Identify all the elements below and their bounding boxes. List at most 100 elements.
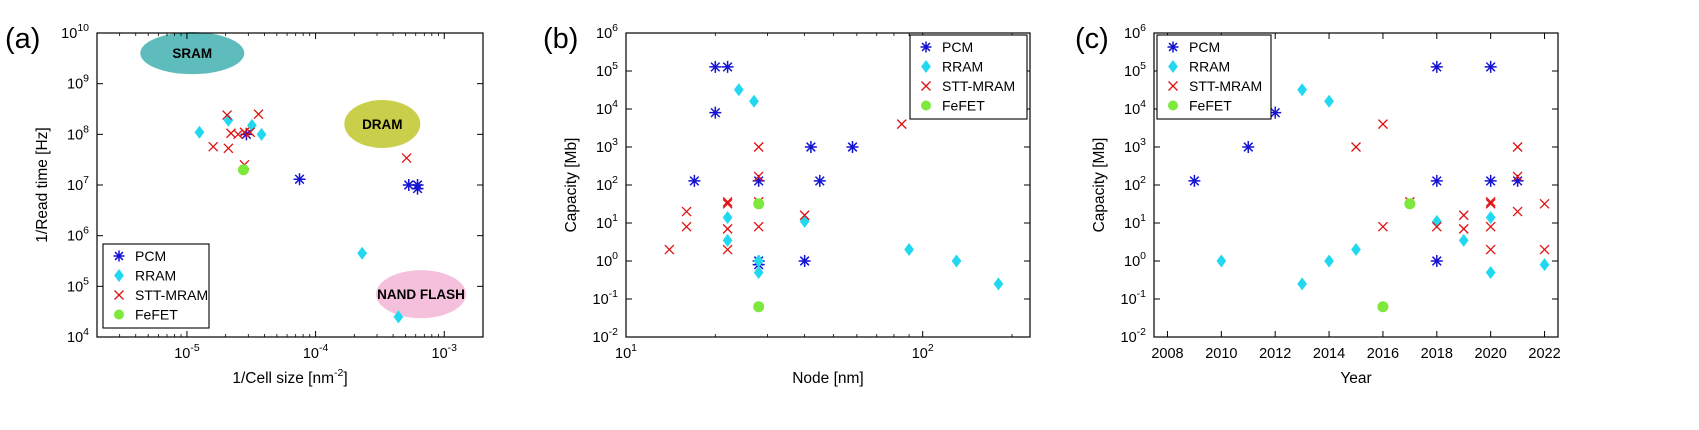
data-point-pcm [1242,141,1255,153]
data-point-stt-mram [1539,244,1550,255]
data-point-rram [1324,254,1334,268]
data-point-rram [393,310,404,324]
x-tick-label: 10-3 [432,342,458,362]
x-tick-label: 2016 [1367,346,1399,362]
y-axis-label: 1/Read time [Hz] [34,127,51,242]
data-point-pcm [1188,174,1201,187]
legend: PCM RRAM STT-MRAM FeFET [102,243,210,329]
data-point-stt-mram [1485,196,1496,207]
data-point-pcm [1484,174,1497,187]
x-tick-label: 10-5 [174,342,200,362]
data-point-rram [357,246,368,260]
data-point-rram [722,233,733,247]
panel-label: (b) [543,23,578,55]
y-tick-label: 105 [1124,60,1146,80]
data-point-rram [993,277,1004,291]
region-label-nand-flash: NAND FLASH [377,287,465,302]
data-point-pcm [1430,255,1443,267]
y-tick-label: 104 [1124,98,1146,118]
legend-label-pcm: PCM [135,248,166,264]
data-point-stt-mram [1377,221,1388,232]
data-point-stt-mram [222,110,233,121]
y-tick-label: 106 [596,22,618,42]
y-tick-label: 101 [596,212,618,232]
legend-marker-fefet [921,100,931,111]
y-tick-label: 100 [596,250,618,270]
data-point-pcm [804,141,817,153]
data-point-fefet [753,198,765,210]
x-axis-label: 1/Cell size [nm-2] [232,367,347,387]
x-tick-label: 101 [615,342,637,362]
data-point-pcm [709,106,722,119]
data-point-stt-mram [753,221,764,232]
legend-marker-fefet [1168,100,1178,111]
x-tick-label: 2018 [1421,346,1453,362]
data-point-rram [1324,94,1334,108]
panel-a: (a) SRAM DRAM NAND FLASH 10-5 10-4 10-3 104 105 1… [5,22,484,387]
y-tick-label: 108 [67,123,89,143]
data-point-rram [799,214,810,228]
y-axis-label: Capacity [Mb] [563,138,580,233]
panel-c: (c) 2008 2010 2012 2014 2016 2018 2020 2022 10-2 1… [1075,22,1561,387]
data-point-stt-mram [722,223,733,234]
legend-label-fefet: FeFET [135,307,178,323]
x-tick-label: 2010 [1205,346,1237,362]
panel-b: (b) 101 102 10-2 10-1 100 101 102 103 104 105 106 No… [543,22,1031,387]
data-point-pcm [688,174,701,187]
series-rram [722,83,1004,291]
data-point-stt-mram [753,142,764,152]
data-point-fefet [1377,301,1389,313]
y-tick-label: 104 [596,98,618,118]
legend-label-pcm: PCM [1189,39,1220,55]
y-axis-label: Capacity [Mb] [1091,138,1108,233]
series-fefet [1377,198,1416,313]
data-point-stt-mram [1512,142,1523,152]
data-point-stt-mram [233,129,244,140]
x-tick-label: 2008 [1151,346,1183,362]
data-point-pcm [293,173,306,186]
series-rram [194,113,404,324]
x-tick-label: 102 [912,342,934,362]
legend: PCM RRAM STT-MRAM FeFET [909,34,1028,120]
y-tick-label: 105 [67,275,89,295]
y-tick-label: 100 [1124,250,1146,270]
data-point-stt-mram [1512,171,1523,182]
region-label-sram: SRAM [172,46,212,61]
legend-label-rram: RRAM [942,59,983,75]
y-tick-label: 106 [67,225,89,245]
legend-label-stt-mram: STT-MRAM [1189,78,1262,94]
legend-label-stt-mram: STT-MRAM [135,287,208,303]
data-point-stt-mram [722,198,733,209]
region-sram [140,32,245,75]
data-point-stt-mram [253,109,264,120]
data-point-stt-mram [896,119,907,130]
data-point-pcm [752,174,765,187]
data-point-rram [904,243,914,257]
data-point-rram [247,118,257,132]
legend-label-fefet: FeFET [942,98,985,114]
y-tick-label: 105 [596,60,618,80]
data-point-stt-mram [799,210,810,221]
data-point-pcm [846,141,859,153]
data-point-stt-mram [722,196,733,207]
data-point-pcm [411,182,424,195]
x-tick-label: 2014 [1313,346,1345,362]
data-point-rram [1297,277,1308,291]
data-point-stt-mram [1351,142,1361,152]
data-point-stt-mram [664,244,675,255]
data-point-stt-mram [681,221,692,232]
y-tick-label: 103 [596,136,618,156]
data-point-pcm [402,179,415,191]
x-tick-label: 10-4 [303,342,329,362]
y-tick-label: 1010 [61,22,89,42]
legend-label-fefet: FeFET [1189,98,1232,114]
x-tick-label: 2020 [1475,346,1507,362]
data-point-fefet [237,164,249,176]
data-point-pcm [1511,174,1524,187]
data-point-pcm [709,60,722,73]
data-point-stt-mram [1431,221,1442,232]
legend-marker-rram [1168,60,1178,73]
data-point-rram [1458,233,1469,247]
data-point-pcm [1269,106,1282,119]
